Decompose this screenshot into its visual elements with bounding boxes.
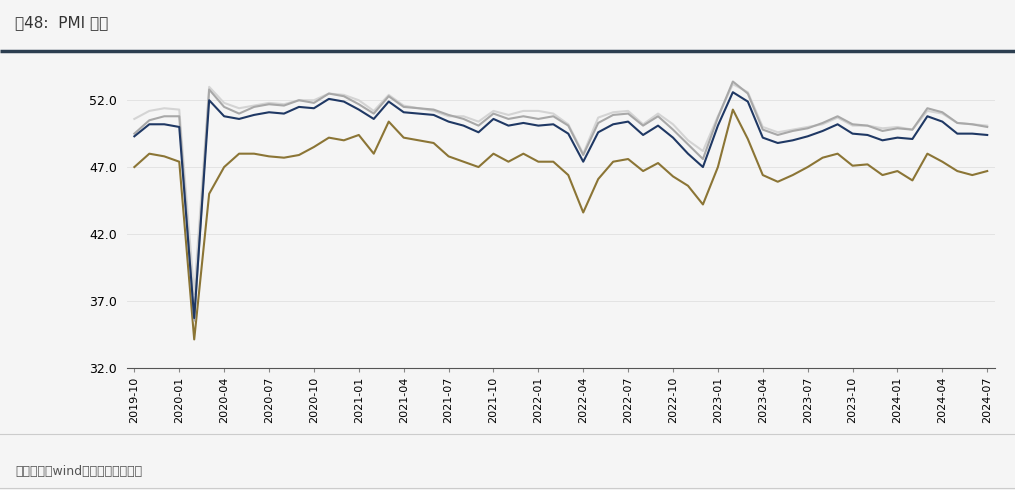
PMI：小型企业 xyxy=(352,132,364,138)
Line: PMI: PMI xyxy=(134,92,988,318)
PMI xyxy=(876,137,888,143)
Text: 图48:  PMI 走势: 图48: PMI 走势 xyxy=(15,15,109,30)
PMI：大型企业 xyxy=(727,81,739,87)
PMI：中型企业 xyxy=(876,128,888,134)
PMI：大型企业 xyxy=(338,92,350,98)
Line: PMI：小型企业: PMI：小型企业 xyxy=(134,110,988,340)
PMI：小型企业 xyxy=(951,168,963,174)
PMI xyxy=(727,89,739,95)
PMI：小型企业 xyxy=(188,337,200,343)
PMI：中型企业 xyxy=(982,124,994,130)
Line: PMI：中型企业: PMI：中型企业 xyxy=(134,81,988,321)
PMI：中型企业 xyxy=(712,115,724,121)
Text: 数据来源：wind，东吴证券研究所: 数据来源：wind，东吴证券研究所 xyxy=(15,465,142,478)
PMI：中型企业 xyxy=(188,318,200,324)
PMI：小型企业 xyxy=(727,107,739,113)
PMI：大型企业 xyxy=(128,116,140,122)
PMI：大型企业 xyxy=(982,122,994,128)
PMI xyxy=(982,132,994,138)
PMI：中型企业 xyxy=(727,78,739,84)
PMI：大型企业 xyxy=(712,113,724,119)
PMI：大型企业 xyxy=(352,98,364,103)
PMI xyxy=(338,98,350,104)
PMI xyxy=(128,133,140,139)
PMI：小型企业 xyxy=(338,137,350,143)
PMI xyxy=(787,137,799,143)
PMI：中型企业 xyxy=(951,120,963,126)
PMI：小型企业 xyxy=(982,168,994,174)
PMI：大型企业 xyxy=(188,291,200,297)
PMI：小型企业 xyxy=(787,172,799,178)
PMI：大型企业 xyxy=(876,125,888,131)
Line: PMI：大型企业: PMI：大型企业 xyxy=(134,84,988,294)
PMI xyxy=(188,315,200,321)
PMI xyxy=(951,131,963,137)
PMI：中型企业 xyxy=(352,101,364,107)
PMI：中型企业 xyxy=(338,93,350,99)
PMI：大型企业 xyxy=(787,127,799,133)
PMI：中型企业 xyxy=(787,128,799,134)
PMI：小型企业 xyxy=(712,164,724,170)
PMI：大型企业 xyxy=(951,120,963,126)
PMI：中型企业 xyxy=(128,131,140,137)
PMI xyxy=(352,107,364,113)
PMI：小型企业 xyxy=(128,164,140,170)
PMI xyxy=(712,122,724,128)
PMI：小型企业 xyxy=(876,172,888,178)
